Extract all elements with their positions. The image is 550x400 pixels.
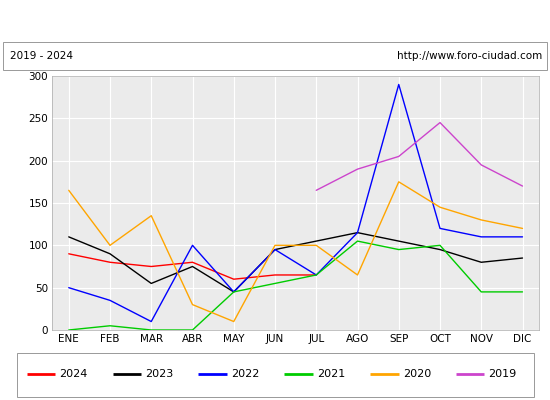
Text: 2021: 2021	[317, 369, 345, 379]
Text: 2022: 2022	[231, 369, 260, 379]
Text: 2020: 2020	[403, 369, 431, 379]
Text: 2019: 2019	[488, 369, 517, 379]
Text: 2023: 2023	[145, 369, 173, 379]
Text: Evolucion Nº Turistas Nacionales en el municipio de Arándiga: Evolucion Nº Turistas Nacionales en el m…	[62, 14, 488, 28]
Text: http://www.foro-ciudad.com: http://www.foro-ciudad.com	[397, 51, 542, 61]
Text: 2019 - 2024: 2019 - 2024	[10, 51, 73, 61]
Text: 2024: 2024	[59, 369, 88, 379]
